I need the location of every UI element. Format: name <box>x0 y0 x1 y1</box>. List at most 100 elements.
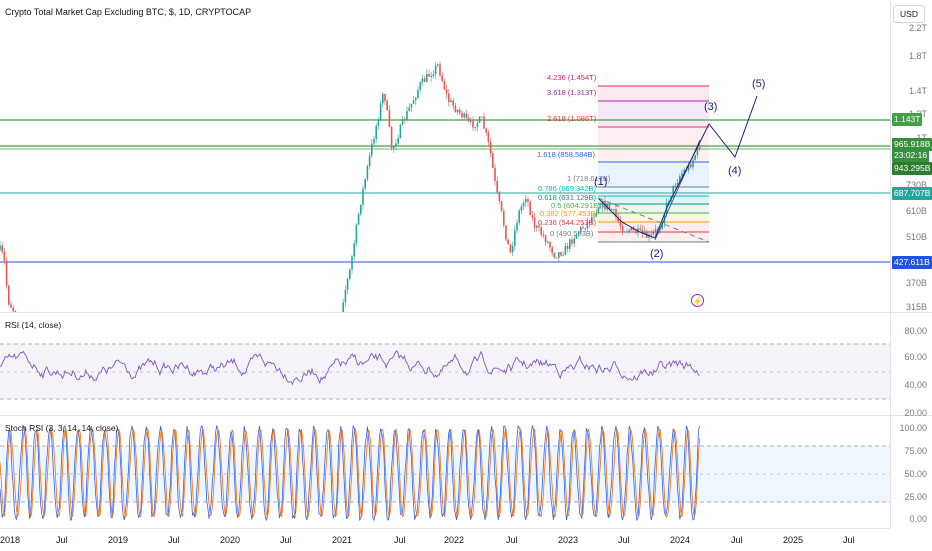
price-tick: 2.2T <box>908 23 927 33</box>
candle-body <box>393 146 395 149</box>
wave-label: (1) <box>594 176 608 188</box>
rsi-label[interactable]: RSI (14, close) <box>5 320 62 330</box>
pane-divider[interactable] <box>0 415 932 416</box>
price-badge-line: 687.707B <box>892 187 932 200</box>
candle-body <box>564 245 567 255</box>
candle-body <box>584 228 586 230</box>
candle-body <box>560 252 562 256</box>
candle-body <box>540 227 542 235</box>
stoch-rsi-pane[interactable] <box>0 416 890 528</box>
wave-label: (2) <box>650 248 664 260</box>
candle-body <box>410 103 413 108</box>
candle-body <box>503 211 505 226</box>
candle-body <box>496 180 498 193</box>
candle-body <box>0 245 1 250</box>
time-label: 2022 <box>444 535 465 545</box>
candle-body <box>498 192 501 202</box>
candle-body <box>599 207 602 209</box>
candle-body <box>639 228 641 230</box>
candle-body <box>562 254 564 256</box>
candle-body <box>366 166 369 180</box>
candle-body <box>492 153 494 168</box>
stoch-tick: 0.00 <box>909 514 927 524</box>
candle-body <box>511 245 514 253</box>
candle-body <box>5 260 8 286</box>
candle-body <box>430 76 432 78</box>
bar-countdown-badge: 23:02:16 <box>892 149 930 162</box>
symbol-title[interactable]: Crypto Total Market Cap Excluding BTC, $… <box>5 7 252 17</box>
candle-body <box>652 232 655 235</box>
candle-body <box>580 226 582 233</box>
candle-body <box>536 225 538 228</box>
price-axis[interactable]: 2.2T 1.8T 1.4T 1.2T 1T 730B 610B 510B 37… <box>890 0 932 528</box>
candle-body <box>509 244 512 253</box>
candle-body <box>569 239 571 249</box>
candle-body <box>384 93 386 101</box>
candle-body <box>555 257 558 259</box>
candle-body <box>448 93 450 103</box>
candle-body <box>349 269 351 279</box>
time-label: Jul <box>56 535 68 545</box>
candle-body <box>485 128 487 133</box>
candle-body <box>426 73 428 82</box>
candle-body <box>452 100 454 106</box>
candle-body <box>588 221 591 224</box>
candle-body <box>454 105 457 112</box>
time-axis[interactable]: 2018 Jul 2019 Jul 2020 Jul 2021 Jul 2022… <box>0 528 890 551</box>
candle-body <box>533 217 536 228</box>
fib-zone <box>598 86 709 101</box>
candle-body <box>518 210 520 223</box>
rsi-tick: 20.00 <box>904 408 927 418</box>
candle-body <box>661 223 663 229</box>
candle-body <box>382 93 384 104</box>
candle-body <box>478 116 481 123</box>
alert-lightning-icon[interactable]: ⚡ <box>691 294 704 307</box>
candle-body <box>360 204 362 215</box>
candle-body <box>683 169 685 174</box>
candle-body <box>635 230 637 234</box>
candle-body <box>696 146 699 156</box>
fib-zone <box>598 101 709 127</box>
fib-level-label: 1 (718.017B) <box>567 174 611 183</box>
rsi-pane[interactable] <box>0 313 890 415</box>
fib-zone <box>598 204 709 213</box>
candle-body <box>529 201 531 216</box>
time-label: 2025 <box>783 535 804 545</box>
candle-body <box>437 64 439 66</box>
candle-body <box>626 231 628 233</box>
candle-body <box>573 238 575 244</box>
candle-body <box>595 213 597 217</box>
candle-body <box>412 100 415 104</box>
currency-button[interactable]: USD <box>893 5 925 23</box>
candle-body <box>476 122 479 127</box>
candle-body <box>417 89 419 98</box>
fib-level-label: 0.382 (577.453B) <box>540 209 598 218</box>
time-label: 2024 <box>670 535 691 545</box>
candle-body <box>439 64 441 76</box>
candle-body <box>415 97 417 101</box>
candle-body <box>472 120 474 128</box>
candle-body <box>531 215 534 218</box>
candle-body <box>514 230 516 246</box>
price-tick: 610B <box>905 206 927 216</box>
candle-body <box>542 234 545 236</box>
fib-zone <box>598 222 709 232</box>
price-chart[interactable] <box>0 0 890 312</box>
candle-body <box>12 307 14 311</box>
candle-body <box>507 239 509 245</box>
stoch-tick: 100.00 <box>899 423 927 433</box>
stoch-rsi-label[interactable]: Stoch RSI (3, 3, 14, 14, close) <box>5 423 119 433</box>
candle-body <box>641 229 644 234</box>
candle-body <box>8 285 10 305</box>
candle-body <box>551 247 553 254</box>
candle-body <box>388 110 391 127</box>
candle-body <box>386 100 388 111</box>
candle-body <box>434 65 437 75</box>
wave-label: (4) <box>728 165 742 177</box>
candle-body <box>692 159 694 168</box>
pane-divider[interactable] <box>0 312 932 313</box>
candle-body <box>364 179 366 189</box>
candle-body <box>586 221 589 229</box>
rsi-band <box>0 344 890 399</box>
candle-body <box>443 80 446 90</box>
